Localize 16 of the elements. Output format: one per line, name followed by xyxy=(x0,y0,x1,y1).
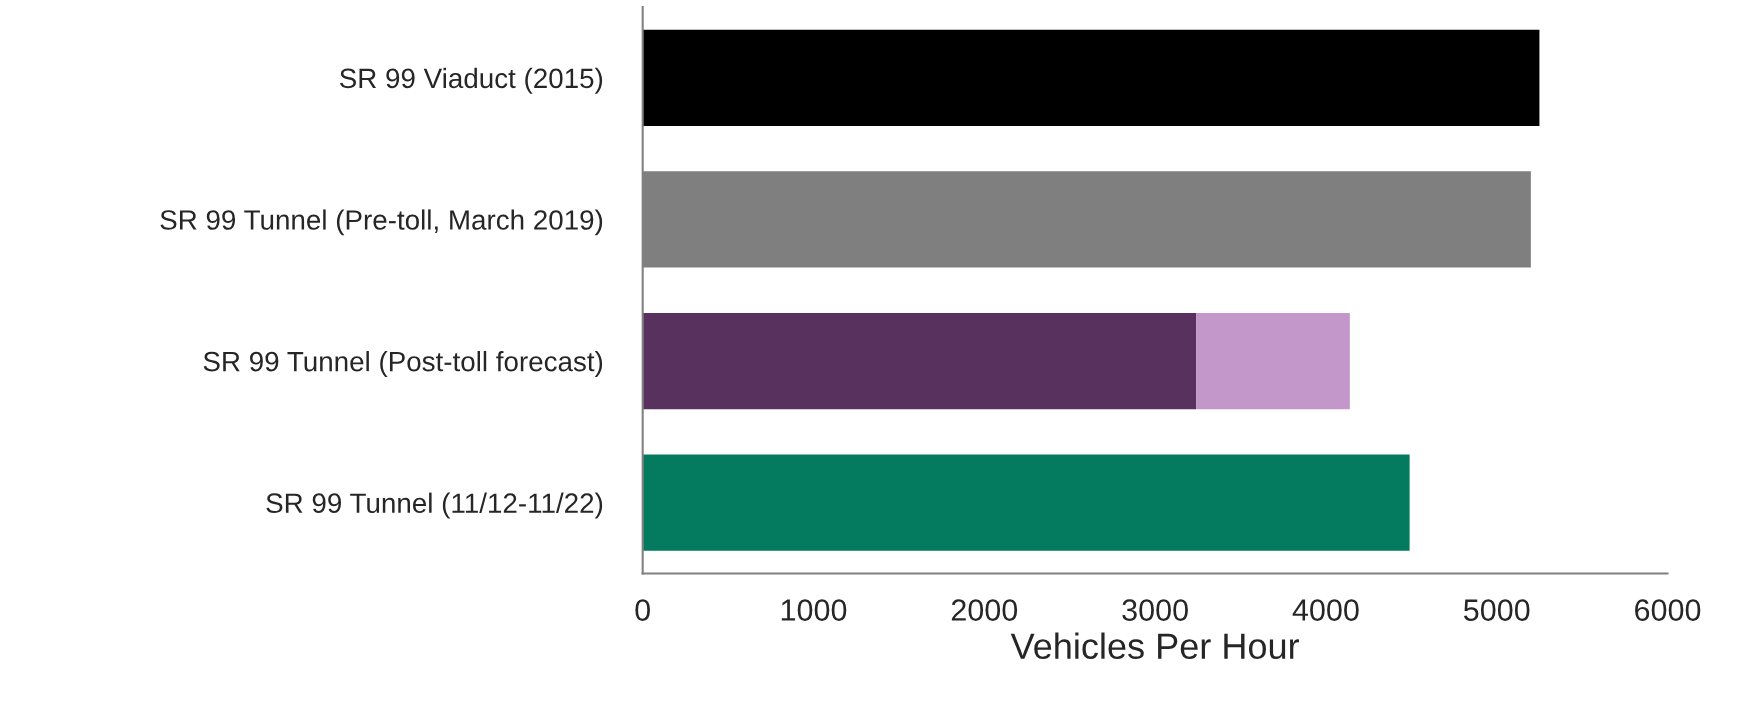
x-tick-label: 5000 xyxy=(1463,599,1530,621)
y-tick-label: SR 99 Viaduct (2015) xyxy=(339,67,603,94)
y-tick-label: SR 99 Tunnel (Pre-toll, March 2019) xyxy=(160,209,603,236)
x-tick-label: 3000 xyxy=(1122,599,1188,621)
x-axis-title: Vehicles Per Hour xyxy=(1010,632,1300,660)
x-tick-label: 1000 xyxy=(781,599,847,621)
y-tick-label: SR 99 Tunnel (11/12-11/22) xyxy=(266,492,603,519)
x-tick-label: 6000 xyxy=(1635,599,1701,621)
x-tick-label: 4000 xyxy=(1292,599,1359,621)
y-tick-label: SR 99 Tunnel (Post-toll forecast) xyxy=(203,351,603,377)
bar xyxy=(1196,312,1350,410)
bar xyxy=(642,454,1410,551)
bar xyxy=(642,29,1540,127)
bar xyxy=(642,312,1197,410)
x-tick-label: 2000 xyxy=(951,599,1018,621)
x-tick-label: 0 xyxy=(635,599,650,621)
